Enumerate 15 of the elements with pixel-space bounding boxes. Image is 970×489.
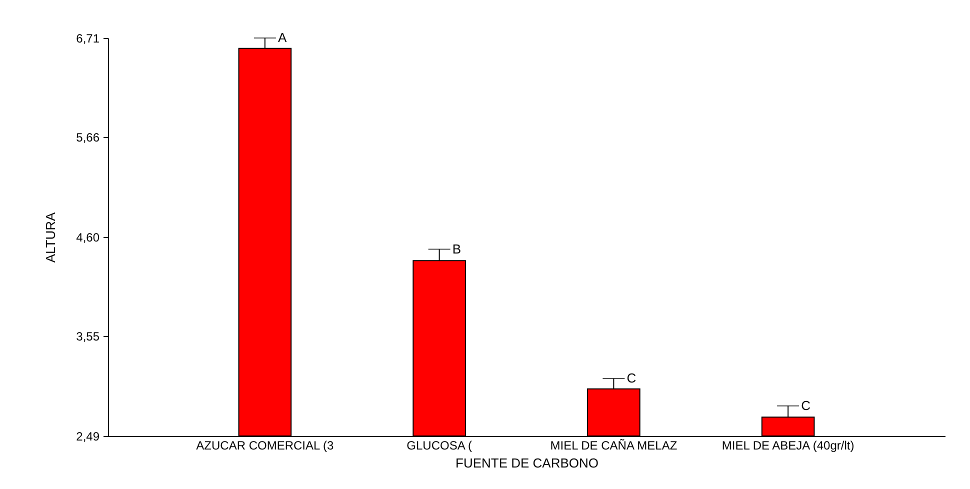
annotation: B	[452, 241, 461, 256]
y-tick-label: 2,49	[76, 430, 100, 444]
x-tick-label: AZUCAR COMERCIAL (3	[196, 438, 334, 452]
y-tick-label: 4,60	[76, 230, 100, 244]
x-tick-label: MIEL DE ABEJA (40gr/lt)	[722, 438, 854, 452]
x-tick-label: MIEL DE CAÑA MELAZ	[550, 438, 678, 452]
y-axis-title: ALTURA	[43, 212, 58, 263]
annotation: C	[801, 398, 810, 413]
y-tick-label: 5,66	[76, 130, 100, 145]
x-axis-title: FUENTE DE CARBONO	[455, 456, 599, 470]
y-tick-label: 3,55	[76, 330, 100, 344]
annotation: A	[278, 30, 287, 45]
y-tick-label: 6,71	[76, 32, 100, 46]
x-tick-label: GLUCOSA (	[406, 438, 472, 452]
annotation: C	[626, 370, 636, 386]
